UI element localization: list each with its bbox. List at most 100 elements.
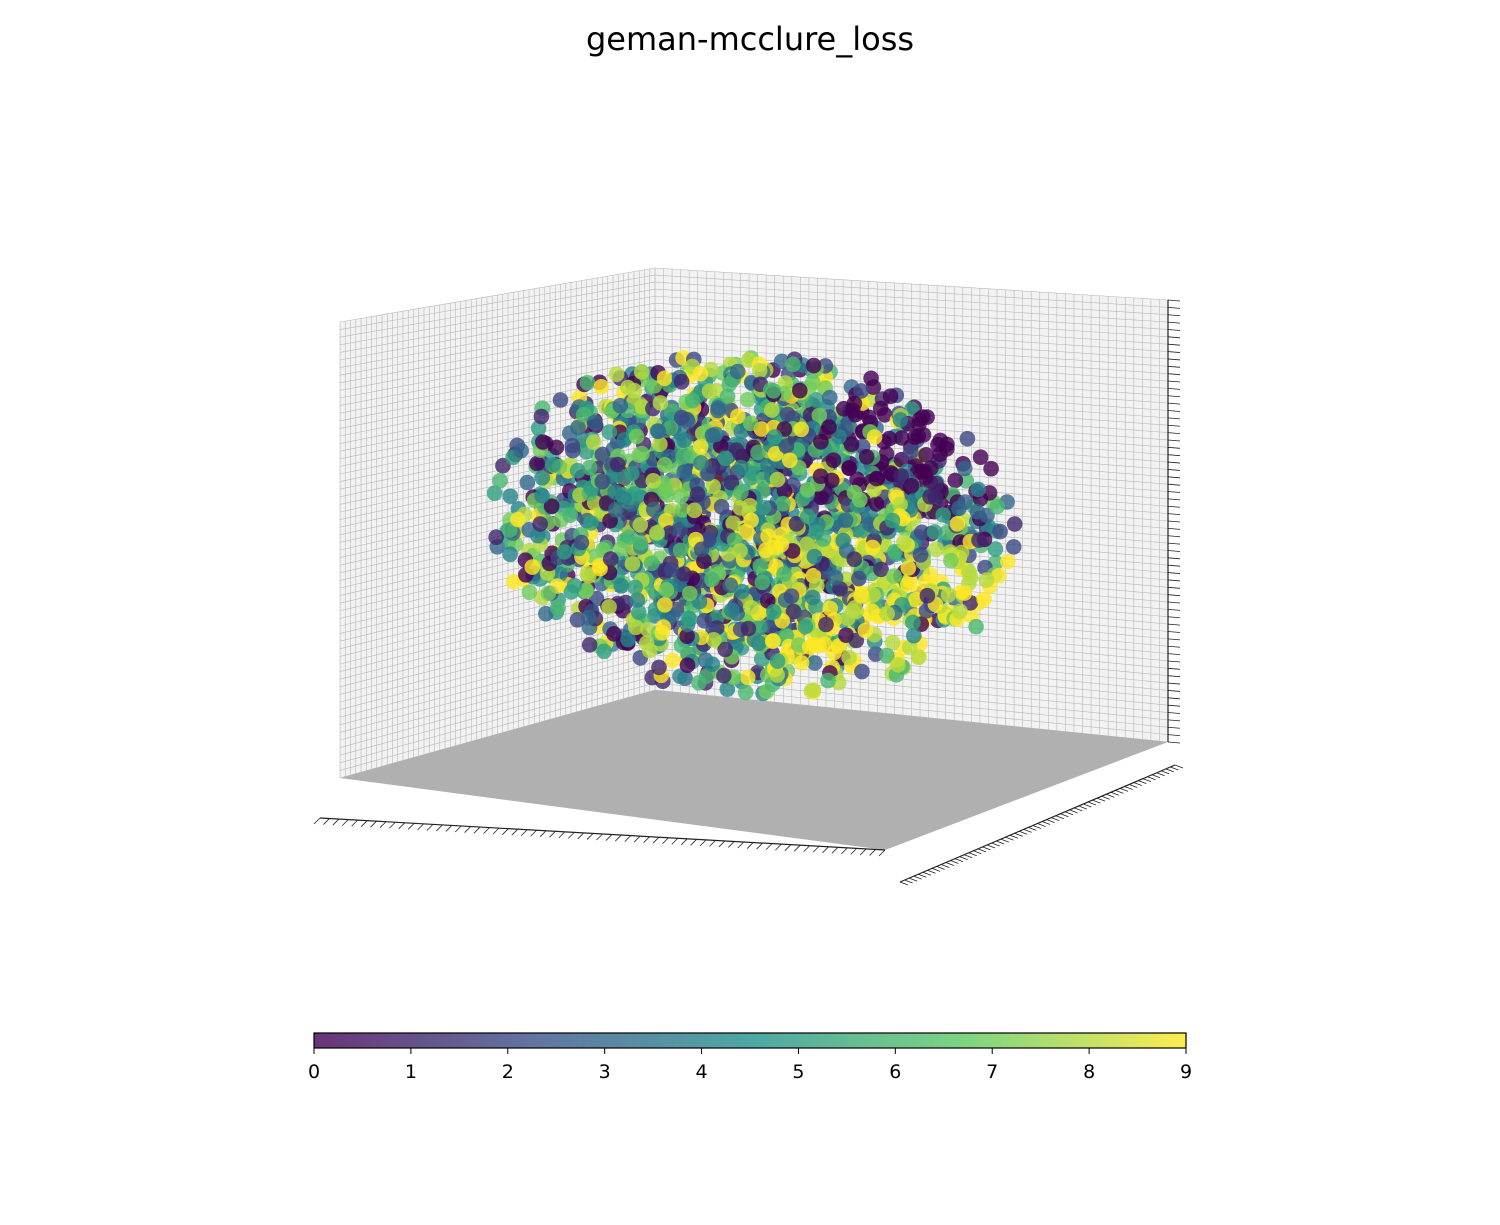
scatter-point — [846, 551, 863, 567]
x-tick-mark — [841, 847, 848, 855]
y-tick-mark — [1032, 825, 1042, 829]
x-tick-mark — [671, 837, 679, 845]
scatter-point — [951, 500, 967, 517]
scatter-point — [918, 469, 934, 486]
scatter-point — [684, 392, 701, 409]
x-tick-mark — [360, 820, 368, 827]
scatter-point — [760, 457, 776, 474]
x-tick-mark — [492, 827, 500, 835]
scatter-point — [952, 603, 968, 620]
z-tick-mark — [1167, 726, 1181, 729]
scatter-point — [831, 428, 847, 445]
z-tick-mark — [1167, 675, 1181, 678]
scatter-point — [673, 409, 690, 426]
scatter-point — [940, 587, 957, 603]
scatter-point — [848, 632, 865, 649]
x-tick-mark — [341, 819, 349, 826]
scatter-point — [734, 583, 750, 600]
scatter-point — [658, 513, 674, 529]
scatter-point — [773, 536, 790, 553]
scatter-point — [991, 567, 1007, 584]
scatter-point — [769, 667, 785, 683]
scatter-point — [818, 616, 834, 633]
y-tick-mark — [1110, 791, 1119, 796]
z-tick-mark — [1167, 697, 1181, 700]
scatter-point — [623, 465, 640, 482]
scatter-point — [758, 542, 774, 558]
scatter-point — [534, 487, 550, 504]
scatter-point — [706, 632, 722, 648]
scatter-point — [607, 484, 623, 500]
grid-line — [339, 682, 656, 771]
z-tick-mark — [1167, 454, 1181, 457]
x-tick-mark — [718, 840, 726, 848]
scatter-point — [767, 446, 784, 462]
scatter-point — [562, 507, 578, 523]
scatter-point — [808, 524, 824, 540]
scatter-point — [717, 641, 733, 658]
scatter-point — [956, 460, 973, 477]
scatter-point — [608, 502, 624, 518]
scatter-point — [502, 488, 519, 505]
scatter-point — [627, 579, 643, 596]
z-tick-mark — [1167, 446, 1181, 449]
z-tick-mark — [1167, 601, 1181, 604]
y-tick-mark — [1000, 838, 1009, 843]
z-tick-mark — [1167, 358, 1181, 361]
x-tick-mark — [567, 832, 575, 839]
scatter-point — [959, 430, 976, 447]
scatter-point — [594, 446, 611, 463]
scatter-point — [617, 594, 634, 611]
scatter-point — [912, 547, 929, 563]
scatter-point — [754, 574, 771, 591]
scatter-point — [915, 409, 931, 425]
scatter-point — [884, 634, 901, 651]
scatter-point — [806, 637, 822, 653]
scatter-point — [725, 515, 741, 532]
scatter-point — [696, 613, 713, 629]
scatter-point — [766, 429, 783, 445]
scatter-point — [655, 619, 672, 635]
x-tick-mark — [793, 844, 801, 852]
scatter-point — [716, 667, 732, 684]
scatter-point — [892, 412, 909, 428]
scatter-point — [865, 587, 881, 603]
y-tick-mark — [945, 862, 954, 866]
scatter-point — [900, 560, 917, 576]
scatter-point — [841, 460, 857, 476]
scatter-point — [928, 541, 944, 558]
scatter-point — [632, 517, 649, 533]
x-tick-mark — [502, 828, 509, 835]
z-tick-mark — [1167, 616, 1181, 619]
y-tick-mark — [959, 856, 968, 861]
scatter-point — [540, 585, 557, 602]
scatter-point — [852, 492, 868, 508]
y-tick-mark — [977, 848, 987, 853]
scatter-point — [658, 582, 675, 598]
scatter-point — [501, 522, 518, 538]
scatter-point — [594, 473, 611, 490]
scatter-point — [613, 578, 630, 594]
scatter-point — [693, 455, 709, 471]
y-tick-mark — [899, 881, 909, 886]
y-tick-mark — [927, 869, 936, 874]
y-tick-mark — [973, 850, 982, 855]
scatter-point — [585, 434, 602, 451]
scatter-point — [529, 527, 546, 544]
scatter-point — [868, 496, 885, 512]
scatter-point — [851, 570, 867, 587]
scatter-point — [532, 516, 548, 532]
y-tick-mark — [968, 852, 977, 857]
scatter-point — [956, 585, 973, 601]
y-tick-mark — [1096, 797, 1106, 802]
scatter-point — [664, 607, 681, 624]
z-tick-mark — [1167, 314, 1181, 317]
y-tick-mark — [1115, 789, 1124, 794]
scatter-point — [864, 539, 881, 556]
z-tick-mark — [1167, 365, 1181, 368]
scatter-point — [890, 657, 906, 673]
scatter-point — [866, 429, 883, 445]
scatter-point — [894, 430, 910, 446]
scatter-point — [543, 498, 560, 514]
scatter-point — [987, 541, 1004, 557]
